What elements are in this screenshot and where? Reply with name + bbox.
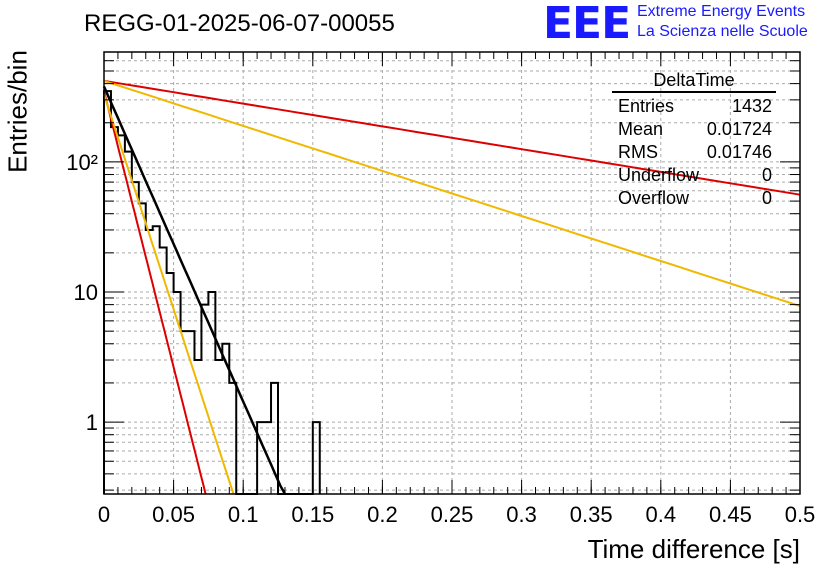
line-red-steep [103,90,207,495]
stats-row-overflow: Overflow 0 [612,187,776,210]
line-red-shallow [103,79,801,196]
stats-label: Mean [618,119,664,139]
x-tick-label: 0.5 [785,502,816,527]
stats-label: Underflow [618,165,700,185]
histogram-bin [125,152,132,494]
x-tick-label: 0.3 [506,502,537,527]
histogram-bin [104,91,111,494]
x-tick-label: 0.05 [152,502,195,527]
line-yellow-shallow [103,79,801,307]
stats-value: 0 [761,165,772,185]
histogram-bin [153,226,160,494]
x-axis-label: Time difference [s] [587,534,800,564]
tick-labels: 0 0.05 0.1 0.15 0.2 0.25 0.3 0.35 0.4 0.45 0.5 1 10 1… [66,150,815,527]
histogram-bin [229,383,236,494]
stats-value: 0.01746 [706,142,772,162]
y-tick-label: 10² [66,150,98,175]
histogram-bin [181,331,188,494]
stats-row-entries: Entries 1432 [612,95,776,118]
stats-row-rms: RMS 0.01746 [612,141,776,164]
x-tick-label: 0.45 [709,502,752,527]
x-tick-label: 0.35 [570,502,613,527]
stats-label: Entries [618,96,675,116]
line-fit [102,85,287,495]
grid [104,51,800,494]
line-yellow-steep [103,94,235,495]
y-tick-label: 10 [74,280,98,305]
logo-tagline-2: La Scienza nelle Scuole [637,23,808,40]
histogram-bin [215,360,222,494]
histogram-bin [118,135,125,494]
logo-tagline-1: Extreme Energy Events [637,3,806,20]
stats-row-mean: Mean 0.01724 [612,118,776,141]
fit-lines [102,79,801,495]
stats-label: RMS [618,142,658,162]
x-tick-label: 0.2 [367,502,398,527]
y-tick-label: 1 [86,410,98,435]
y-axis-label: Entries/bin [2,50,33,173]
histogram-bin [313,422,320,494]
stats-value: 0 [761,188,772,208]
stats-box: DeltaTime Entries 1432 Mean 0.01724 RMS … [612,70,776,210]
eee-logo: EEE [543,0,631,49]
stats-value: 0.01724 [706,119,772,139]
x-tick-label: 0.4 [646,502,677,527]
axis-ticks [103,51,801,494]
x-tick-label: 0.15 [291,502,334,527]
stats-value: 1432 [731,96,772,116]
stats-row-underflow: Underflow 0 [612,164,776,187]
stats-label: Overflow [618,188,690,208]
chart-title: REGG-01-2025-06-07-00055 [84,10,395,37]
x-tick-label: 0.1 [228,502,259,527]
stats-title: DeltaTime [612,70,776,93]
histogram [103,90,321,495]
x-tick-label: 0.25 [431,502,474,527]
x-tick-label: 0 [98,502,110,527]
